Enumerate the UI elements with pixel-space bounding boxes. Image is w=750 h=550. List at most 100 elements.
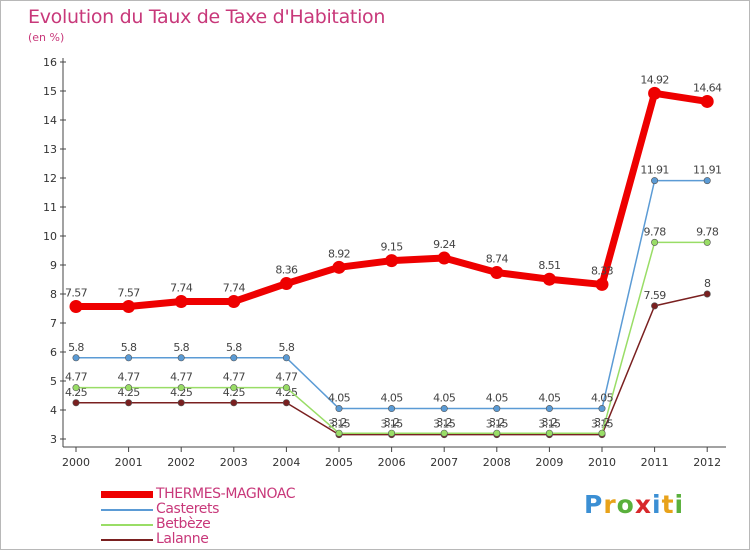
data-label: 4.25 <box>275 386 298 399</box>
data-label: 4.25 <box>170 386 193 399</box>
data-point <box>598 429 606 437</box>
logo-letter: r <box>603 490 617 519</box>
y-tick-label: 14 <box>43 114 57 127</box>
data-label: 4.77 <box>170 371 193 384</box>
data-label: 4.77 <box>223 371 246 384</box>
x-tick-label: 2003 <box>220 456 248 469</box>
x-tick-label: 2009 <box>535 456 563 469</box>
legend-label: Betbèze <box>156 516 211 532</box>
data-point <box>72 384 80 392</box>
x-tick-label: 2008 <box>483 456 511 469</box>
chart-axes: 3 4 5 6 7 8 9 10 11 12 13 14 15 16 2000 2001 2002 2003 200… <box>43 56 726 469</box>
data-point <box>227 295 241 309</box>
data-label: 4.77 <box>65 371 88 384</box>
data-label: 3.15 <box>328 418 351 431</box>
data-label: 4.05 <box>328 392 351 405</box>
data-label: 7.57 <box>118 286 141 299</box>
data-label: 5.8 <box>279 341 295 354</box>
data-label: 5.8 <box>226 341 242 354</box>
logo-letter: i <box>674 490 685 519</box>
y-tick-label: 6 <box>50 346 57 359</box>
data-label: 3.2 <box>436 416 452 429</box>
data-point <box>279 277 293 291</box>
logo-letter: i <box>652 490 662 519</box>
data-label: 7.74 <box>223 282 246 295</box>
legend: THERMES-MAGNOAC Casterets Betbèze Lalanne <box>101 486 361 547</box>
data-label: 3.15 <box>591 418 614 431</box>
legend-item-casterets: Casterets <box>101 501 361 517</box>
data-point <box>177 399 185 407</box>
data-label: 7.57 <box>65 286 88 299</box>
data-label: 3.2 <box>489 416 505 429</box>
data-label: 8 <box>704 277 711 290</box>
data-label: 4.25 <box>223 386 246 399</box>
x-tick-label: 2000 <box>62 456 90 469</box>
data-point <box>335 429 343 437</box>
data-point <box>125 354 133 362</box>
legend-label: THERMES-MAGNOAC <box>156 486 296 502</box>
data-label: 3.15 <box>433 418 456 431</box>
data-point <box>335 405 343 413</box>
series-betb-ze: 4.77 4.77 4.77 4.77 4.77 3.2 3.2 3.2 3.2 3.2 3.2 9.… <box>65 225 719 437</box>
data-point <box>437 251 451 265</box>
logo-letter: t <box>661 490 675 519</box>
data-label: 8.51 <box>538 259 560 272</box>
y-tick-label: 10 <box>43 230 57 243</box>
data-point <box>385 254 399 268</box>
data-label: 3.15 <box>486 418 509 431</box>
data-point <box>69 299 83 313</box>
legend-label: Casterets <box>156 501 219 517</box>
data-point <box>177 384 185 392</box>
data-point <box>282 354 290 362</box>
y-tick-label: 13 <box>43 143 57 156</box>
data-point <box>72 399 80 407</box>
data-point <box>282 384 290 392</box>
proxiti-logo: Proxiti <box>584 490 684 519</box>
data-point <box>440 405 448 413</box>
y-tick-label: 4 <box>50 404 57 417</box>
data-label: 4.05 <box>381 392 404 405</box>
y-tick-label: 8 <box>50 288 57 301</box>
data-point <box>648 86 662 100</box>
chart-title: Evolution du Taux de Taxe d'Habitation <box>28 6 386 28</box>
data-point <box>230 354 238 362</box>
legend-item-lalanne: Lalanne <box>101 531 361 547</box>
data-point <box>493 405 501 413</box>
data-point <box>545 429 553 437</box>
data-point <box>177 354 185 362</box>
data-label: 7.59 <box>644 289 667 302</box>
y-tick-label: 9 <box>50 259 57 272</box>
data-label: 4.05 <box>486 392 509 405</box>
data-point <box>651 177 659 185</box>
series-casterets: 5.8 5.8 5.8 5.8 5.8 4.05 4.05 4.05 4.05 4.05 4.05 1… <box>68 164 722 413</box>
data-point <box>332 260 346 274</box>
data-point <box>174 295 188 309</box>
data-label: 4.05 <box>591 392 614 405</box>
data-point <box>72 354 80 362</box>
data-label: 8.33 <box>591 264 614 277</box>
logo-letter: x <box>634 490 652 519</box>
data-label: 9.24 <box>433 238 456 251</box>
x-tick-label: 2011 <box>641 456 669 469</box>
data-label: 3.2 <box>594 416 610 429</box>
x-tick-label: 2010 <box>588 456 616 469</box>
data-point <box>282 399 290 407</box>
y-tick-label: 15 <box>43 85 57 98</box>
data-label: 3.2 <box>384 416 400 429</box>
y-tick-label: 16 <box>43 56 57 69</box>
legend-item-thermes-magnoac: THERMES-MAGNOAC <box>101 486 361 502</box>
data-label: 3.15 <box>381 418 404 431</box>
data-point <box>703 290 711 298</box>
legend-swatch <box>101 491 153 498</box>
data-label: 4.25 <box>65 386 88 399</box>
data-point <box>598 405 606 413</box>
data-point <box>542 272 556 286</box>
y-tick-label: 5 <box>50 375 57 388</box>
data-label: 3.15 <box>538 418 561 431</box>
data-point <box>388 429 396 437</box>
data-point <box>651 302 659 310</box>
data-label: 4.77 <box>275 371 298 384</box>
data-label: 4.77 <box>118 371 141 384</box>
x-tick-label: 2006 <box>378 456 406 469</box>
